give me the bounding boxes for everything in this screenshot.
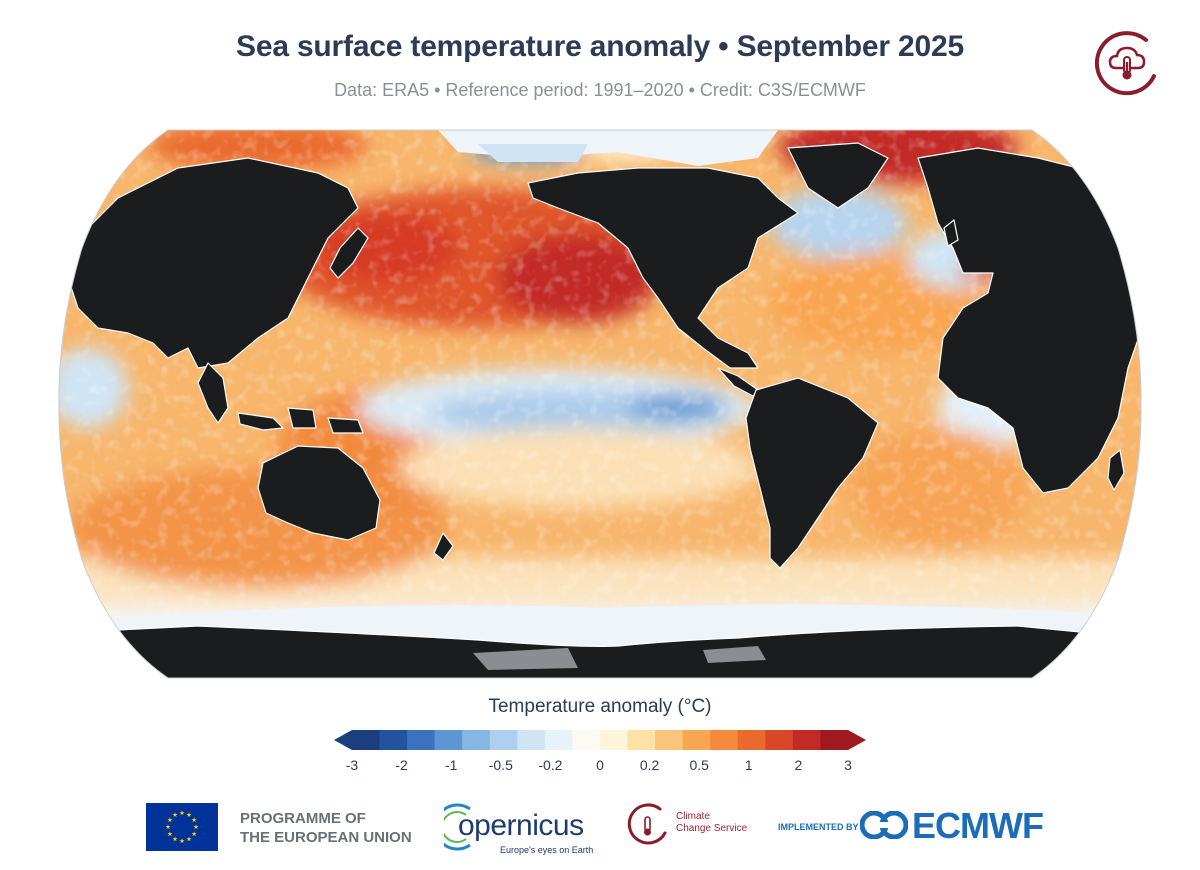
- eu-star-icon: [167, 817, 173, 823]
- ecmwf-arrows-icon: [860, 811, 908, 839]
- map-title: Sea surface temperature anomaly • Septem…: [236, 30, 964, 63]
- colorbar-swatch: [434, 730, 463, 750]
- c3s-footer-logo: Climate Change Service: [626, 801, 776, 851]
- eu-star-icon: [191, 817, 197, 823]
- climate-service-logo-icon: [1094, 31, 1156, 96]
- colorbar-tick-label: 3: [844, 757, 852, 773]
- colorbar-tick-label: -1: [445, 757, 458, 773]
- eu-star-icon: [186, 812, 192, 817]
- eu-programme-line1: PROGRAMME OF: [240, 810, 366, 827]
- colorbar-swatch: [517, 730, 546, 750]
- colorbar-swatch: [710, 730, 739, 750]
- colorbar-tick-label: 0.5: [689, 757, 709, 773]
- eu-star-icon: [165, 824, 171, 830]
- colorbar-tick-label: 0: [596, 757, 604, 773]
- eu-star-icon: [172, 836, 178, 842]
- eu-star-icon: [179, 838, 185, 844]
- eu-programme-line2: THE EUROPEAN UNION: [240, 829, 412, 846]
- copernicus-tagline: Europe's eyes on Earth: [500, 845, 594, 855]
- colorbar-swatch: [407, 730, 436, 750]
- sst-anomaly-map: [58, 129, 1142, 679]
- colorbar: -3 -2 -1 -0.5 -0.2 0 0.2 0.5 1 2 3: [334, 730, 866, 773]
- c3s-footer-text: Climate Change Service: [676, 811, 747, 835]
- ecmwf-wordmark: ECMWF: [912, 805, 1044, 846]
- eu-star-icon: [179, 810, 185, 816]
- colorbar-swatch: [462, 730, 491, 750]
- eu-star-icon: [172, 812, 178, 817]
- colorbar-tick-label: -0.5: [489, 757, 513, 773]
- eu-star-icon: [167, 831, 173, 837]
- implemented-by-label: IMPLEMENTED BY: [778, 822, 859, 832]
- colorbar-tick-label: -2: [395, 757, 408, 773]
- colorbar-swatch: [765, 730, 794, 750]
- map-subtitle: Data: ERA5 • Reference period: 1991–2020…: [334, 80, 866, 100]
- climate-thermometer-icon: [627, 803, 667, 845]
- colorbar-swatch: [379, 730, 408, 750]
- ecmwf-logo: ECMWF: [860, 805, 1044, 846]
- colorbar-swatch: [544, 730, 573, 750]
- eu-star-icon: [193, 824, 199, 830]
- copernicus-c-icon: [444, 803, 471, 851]
- eu-programme-label: PROGRAMME OF THE EUROPEAN UNION: [240, 809, 412, 847]
- colorbar-tick-label: 0.2: [640, 757, 660, 773]
- colorbar-max-arrow: [848, 730, 866, 750]
- colorbar-swatch: [820, 730, 849, 750]
- colorbar-swatch: [352, 730, 381, 750]
- colorbar-swatch: [792, 730, 821, 750]
- eu-star-icon: [191, 831, 197, 837]
- colorbar-swatch: [489, 730, 518, 750]
- eu-flag-icon: [146, 803, 218, 851]
- colorbar-swatch: [600, 730, 629, 750]
- c3s-line1: Climate: [676, 811, 710, 822]
- copernicus-wordmark: opernicus: [458, 809, 584, 842]
- footer: PROGRAMME OF THE EUROPEAN UNION opernicu…: [0, 795, 1200, 870]
- colorbar-tick-label: -3: [346, 757, 359, 773]
- colorbar-swatch: [572, 730, 601, 750]
- eu-star-icon: [186, 836, 192, 842]
- colorbar-swatch: [655, 730, 684, 750]
- colorbar-tick-label: 1: [745, 757, 753, 773]
- colorbar-swatch: [682, 730, 711, 750]
- colorbar-tick-label: 2: [795, 757, 803, 773]
- legend-title: Temperature anomaly (°C): [488, 696, 712, 717]
- c3s-line2: Change Service: [676, 823, 748, 834]
- colorbar-swatch: [627, 730, 656, 750]
- colorbar-swatch: [737, 730, 766, 750]
- colorbar-min-arrow: [334, 730, 352, 750]
- copernicus-logo: opernicus Europe's eyes on Earth: [444, 799, 594, 859]
- colorbar-tick-label: -0.2: [538, 757, 562, 773]
